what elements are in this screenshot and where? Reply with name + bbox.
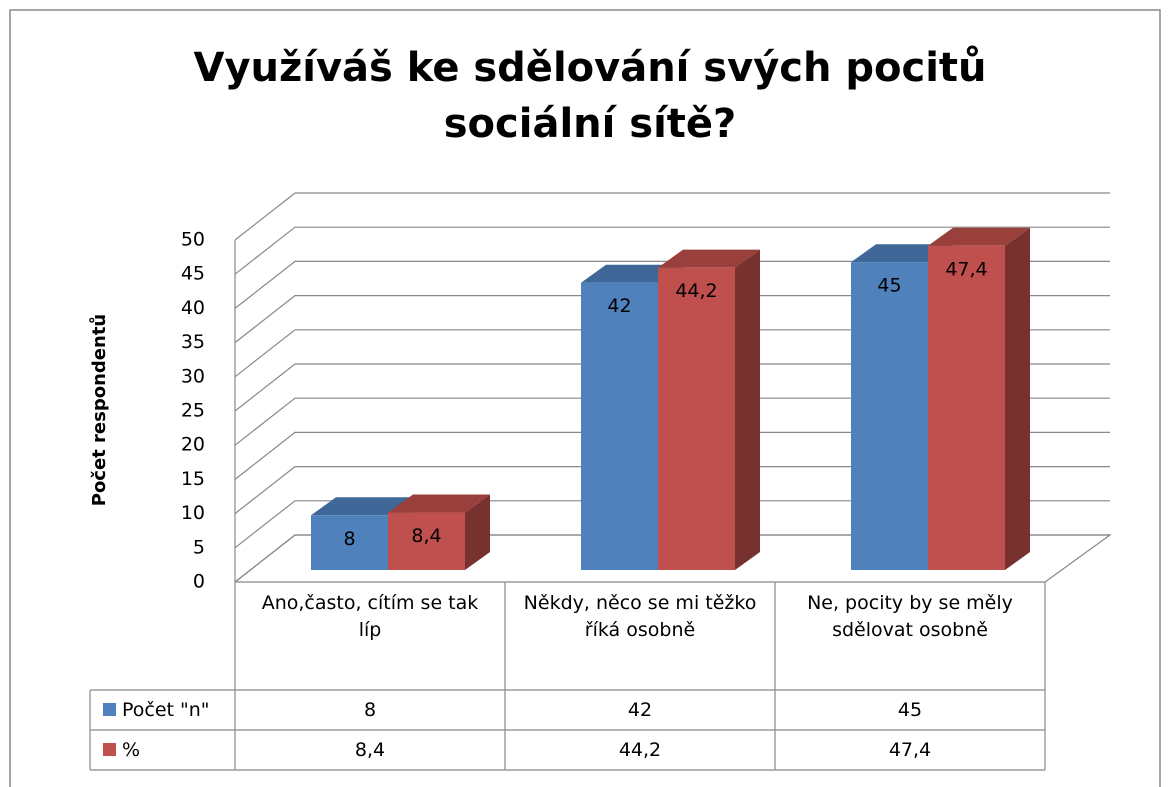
bar-top <box>851 244 953 263</box>
data-label: 42 <box>607 295 631 317</box>
legend-label: % <box>122 738 141 761</box>
legend-key <box>103 703 116 716</box>
bar-top <box>311 497 413 516</box>
chart-title: Využíváš ke sdělování svých pocitů sociá… <box>193 45 987 147</box>
bar-front <box>851 262 928 570</box>
table-value: 44,2 <box>618 738 662 761</box>
y-tick-label: 50 <box>181 229 205 251</box>
grid-line <box>234 260 1110 309</box>
y-tick-label: 0 <box>193 571 205 593</box>
y-axis-label: Počet respondentů <box>88 314 110 507</box>
grid-line <box>234 295 1110 344</box>
bar-front <box>388 512 465 570</box>
bar <box>388 494 490 570</box>
grid-line <box>234 431 1110 480</box>
data-label: 47,4 <box>945 258 987 280</box>
y-tick-label: 10 <box>181 502 205 524</box>
data-label: 44,2 <box>675 280 717 302</box>
grid-line <box>234 397 1110 446</box>
y-tick-label: 20 <box>181 434 205 456</box>
table-value: 8,4 <box>354 738 386 761</box>
data-label: 8,4 <box>411 525 441 547</box>
table-value: 42 <box>627 698 653 721</box>
grid-line <box>234 192 1110 241</box>
data-label: 8 <box>343 528 355 550</box>
grid-line <box>234 466 1110 515</box>
bar-top <box>658 249 760 268</box>
bar-top <box>581 264 683 283</box>
category-label: Někdy, něco se mi těžko říká osobně <box>523 592 757 641</box>
y-tick-label: 35 <box>181 331 205 353</box>
bar-side <box>1005 227 1030 570</box>
bar <box>658 249 760 570</box>
legend-key <box>103 743 116 756</box>
legend-label: Počet "n" <box>122 698 210 721</box>
bar-top <box>928 227 1030 246</box>
table-value: 8 <box>363 698 377 721</box>
category-label: Ano,často, cítím se tak líp <box>261 592 479 641</box>
grid-line <box>234 534 1110 583</box>
table-value: 47,4 <box>888 738 932 761</box>
grid-line <box>234 363 1110 412</box>
bar <box>928 227 1030 570</box>
y-tick-label: 15 <box>181 468 205 490</box>
chart-border <box>9 9 1161 787</box>
bar-front <box>311 515 388 570</box>
y-tick-label: 30 <box>181 365 205 387</box>
bar-side <box>735 249 760 570</box>
bar-front <box>658 267 735 570</box>
bar-top <box>388 494 490 513</box>
bar-side <box>465 494 490 570</box>
y-tick-label: 5 <box>193 536 205 558</box>
grid-line <box>234 500 1110 549</box>
category-label: Ne, pocity by se měly sdělovat osobně <box>807 592 1013 641</box>
bar-front <box>581 282 658 570</box>
table-value: 45 <box>897 698 923 721</box>
y-tick-label: 25 <box>181 400 205 422</box>
grid-line <box>234 329 1110 378</box>
data-label: 45 <box>877 275 901 297</box>
grid-line <box>234 226 1110 275</box>
y-tick-label: 40 <box>181 297 205 319</box>
bar-front <box>928 245 1005 570</box>
y-tick-label: 45 <box>181 263 205 285</box>
